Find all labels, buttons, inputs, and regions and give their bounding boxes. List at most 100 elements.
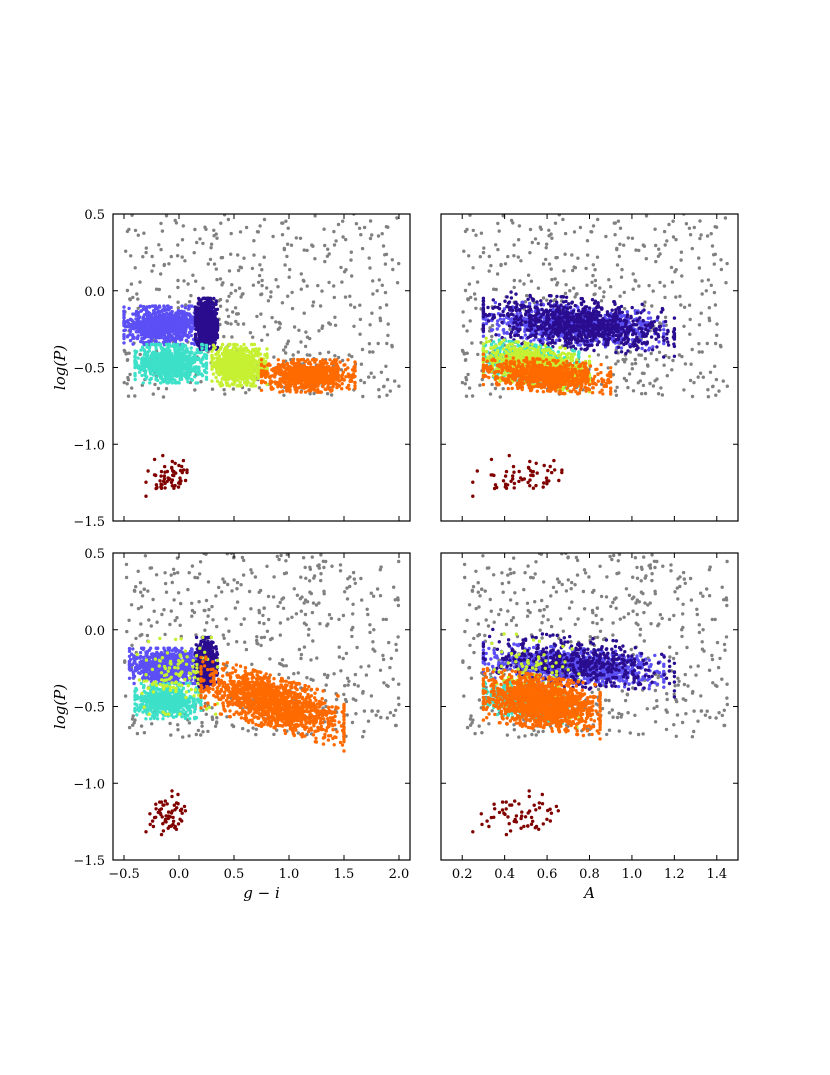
points-top-right	[460, 214, 729, 498]
scatter-point	[203, 296, 207, 301]
scatter-point	[302, 311, 306, 315]
scatter-point	[256, 280, 261, 284]
scatter-point	[240, 292, 244, 296]
scatter-point	[142, 231, 146, 235]
scatter-point	[188, 353, 192, 357]
scatter-point	[238, 369, 243, 374]
scatter-point	[170, 337, 175, 341]
scatter-point	[299, 287, 303, 291]
scatter-point	[344, 268, 348, 272]
scatter-point	[212, 234, 216, 238]
scatter-point	[611, 373, 615, 377]
scatter-point	[221, 360, 225, 364]
scatter-point	[152, 309, 156, 313]
scatter-point	[286, 226, 290, 230]
scatter-point	[148, 311, 152, 316]
scatter-point	[699, 233, 703, 237]
scatter-point	[204, 370, 209, 375]
scatter-point	[346, 358, 350, 362]
scatter-point	[320, 324, 325, 328]
scatter-point	[386, 225, 390, 229]
scatter-point	[260, 338, 264, 342]
scatter-point	[158, 381, 163, 385]
scatter-point	[311, 358, 315, 362]
scatter-point	[148, 377, 152, 382]
scatter-point	[152, 263, 156, 268]
scatter-point	[157, 287, 161, 292]
scatter-point	[323, 359, 327, 364]
scatter-point	[180, 255, 184, 259]
y-tick-label: −0.5	[73, 362, 105, 377]
scatter-point	[201, 364, 205, 368]
scatter-point	[194, 279, 198, 283]
scatter-point	[574, 292, 578, 296]
scatter-point	[249, 368, 254, 373]
scatter-point	[210, 379, 214, 383]
scatter-point	[246, 349, 251, 353]
scatter-point	[204, 338, 208, 343]
scatter-point	[126, 321, 131, 325]
scatter-point	[296, 350, 300, 354]
scatter-point	[390, 343, 394, 348]
scatter-point	[143, 327, 148, 331]
scatter-point	[250, 377, 254, 382]
scatter-point	[302, 248, 306, 252]
scatter-point	[162, 263, 166, 268]
scatter-point	[224, 351, 228, 355]
y-tick-label: −1.0	[73, 438, 105, 453]
scatter-point	[170, 466, 174, 470]
scatter-point	[311, 244, 315, 248]
scatter-point	[259, 312, 263, 316]
scatter-point	[224, 366, 229, 370]
scatter-point	[148, 381, 152, 385]
scatter-point	[277, 371, 281, 375]
scatter-point	[239, 345, 243, 349]
scatter-point	[239, 384, 243, 388]
scatter-point	[159, 221, 163, 226]
scatter-point	[203, 320, 208, 325]
scatter-point	[191, 273, 195, 277]
scatter-point	[294, 236, 298, 240]
scatter-point	[343, 295, 348, 299]
scatter-point	[297, 379, 302, 384]
scatter-point	[138, 352, 142, 357]
scatter-point	[326, 247, 330, 251]
scatter-point	[167, 333, 171, 337]
scatter-point	[670, 368, 674, 372]
scatter-point	[176, 243, 180, 247]
scatter-point	[148, 356, 152, 360]
scatter-point	[150, 269, 154, 273]
scatter-point	[139, 358, 144, 362]
scatter-point	[167, 307, 171, 311]
scatter-point	[225, 308, 229, 312]
scatter-point	[145, 342, 149, 347]
scatter-point	[138, 280, 142, 284]
scatter-point	[265, 333, 270, 337]
scatter-point	[167, 295, 172, 299]
scatter-point	[293, 384, 297, 389]
scatter-point	[184, 357, 188, 361]
scatter-point	[125, 229, 130, 234]
scatter-point	[131, 336, 135, 340]
scatter-point	[142, 367, 147, 371]
scatter-point	[202, 329, 206, 334]
scatter-point	[204, 366, 209, 370]
scatter-point	[131, 312, 135, 316]
scatter-point	[657, 247, 661, 251]
scatter-point	[286, 380, 291, 385]
scatter-point	[149, 342, 153, 347]
scatter-point	[193, 375, 197, 379]
scatter-point	[383, 262, 388, 266]
scatter-point	[179, 309, 184, 313]
scatter-point	[168, 311, 173, 315]
scatter-point	[651, 289, 655, 293]
scatter-point	[375, 289, 379, 293]
scatter-point	[674, 237, 678, 242]
scatter-point	[259, 362, 264, 366]
scatter-point	[690, 394, 695, 399]
scatter-point	[241, 372, 245, 377]
scatter-point	[262, 255, 266, 259]
scatter-point	[251, 335, 255, 339]
scatter-point	[211, 333, 216, 337]
scatter-point	[397, 384, 401, 388]
